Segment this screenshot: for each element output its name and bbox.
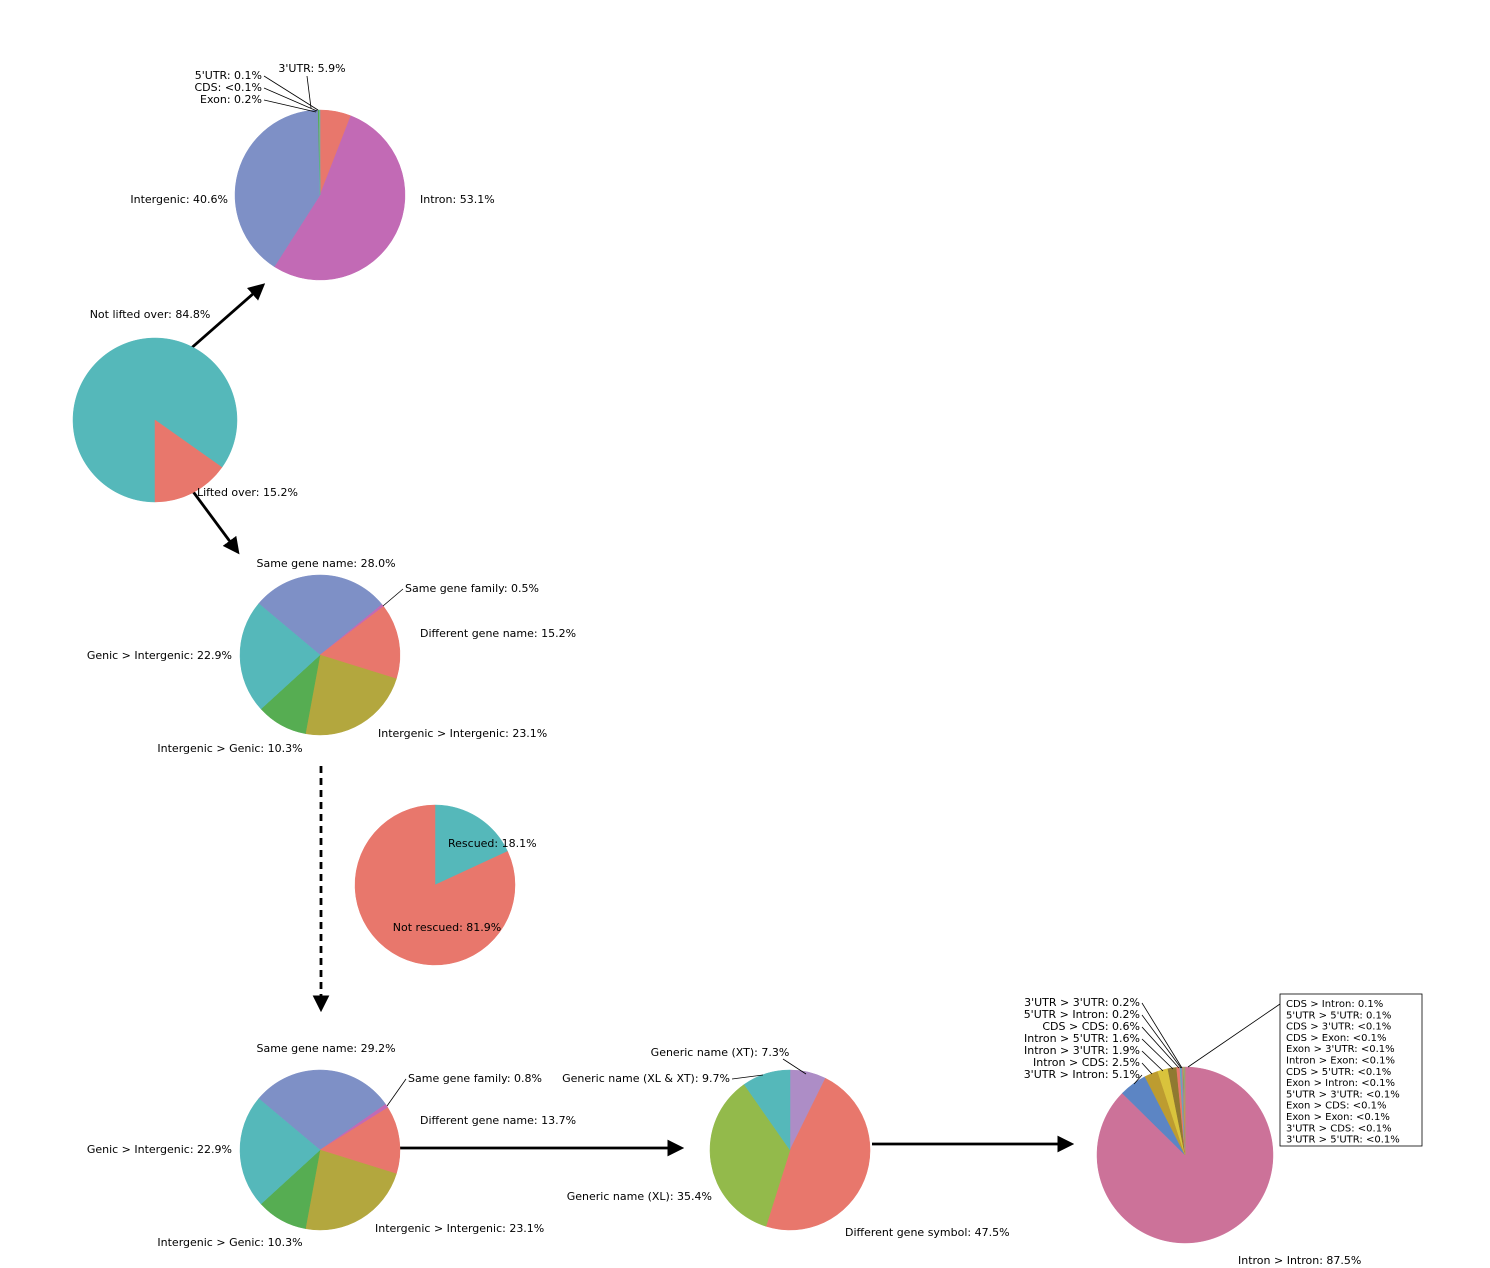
- leader-line: [1141, 1038, 1174, 1070]
- pie-slice: [743, 1069, 791, 1151]
- leader-line: [1141, 1014, 1182, 1069]
- slice-label: Not lifted over: 84.8%: [90, 308, 211, 321]
- slice-label: Intergenic > Genic: 10.3%: [157, 1236, 302, 1249]
- slice-label: Generic name (XT): 7.3%: [651, 1046, 790, 1059]
- slice-label: Intron > 5'UTR: 1.6%: [1024, 1032, 1140, 1045]
- slice-label: Same gene name: 29.2%: [256, 1042, 395, 1055]
- pie-lifted-gene-comparison: Same gene name: 28.0% Same gene family: 0…: [87, 557, 576, 755]
- slice-label: Intergenic: 40.6%: [130, 193, 228, 206]
- slice-label: Generic name (XL): 35.4%: [567, 1190, 712, 1203]
- pie-slice: [434, 804, 508, 886]
- slice-label: 5'UTR: 0.1%: [195, 69, 262, 82]
- legend-item: Exon > Exon: <0.1%: [1286, 1112, 1390, 1123]
- slice-label: Intron: 53.1%: [420, 193, 495, 206]
- pie-slice: [765, 1077, 871, 1231]
- pie-slice: [234, 109, 321, 268]
- leader-line: [1187, 1003, 1281, 1068]
- legend-item: Exon > Intron: <0.1%: [1286, 1078, 1395, 1089]
- legend-item: 5'UTR > 3'UTR: <0.1%: [1286, 1089, 1400, 1100]
- legend-item: 5'UTR > 5'UTR: 0.1%: [1286, 1010, 1391, 1021]
- legend-item: 3'UTR > CDS: <0.1%: [1286, 1123, 1392, 1134]
- pie-slice: [709, 1084, 791, 1227]
- legend-item: Exon > 3'UTR: <0.1%: [1286, 1044, 1395, 1055]
- slice-label: 3'UTR > 3'UTR: 0.2%: [1024, 996, 1140, 1009]
- legend-item: CDS > Intron: 0.1%: [1286, 999, 1383, 1010]
- leader-line: [263, 87, 318, 112]
- pie-slice: [154, 419, 223, 503]
- pie-not-lifted-genomic-location: 3'UTR: 5.9% 5'UTR: 0.1%CDS: <0.1%Exon: 0.…: [130, 62, 495, 281]
- slice-label: Intron > CDS: 2.5%: [1033, 1056, 1140, 1069]
- pie-intron-intron-breakdown: Intron > Intron: 87.5% 3'UTR > 3'UTR: 0.2…: [1024, 993, 1423, 1267]
- pie-slice: [239, 603, 321, 710]
- pie-slice: [1096, 1066, 1274, 1244]
- slice-label: Exon: 0.2%: [200, 93, 262, 106]
- pie-slice: [305, 654, 397, 736]
- slice-label: 5'UTR > Intron: 0.2%: [1024, 1008, 1140, 1021]
- slice-label: Intron > Intron: 87.5%: [1238, 1254, 1361, 1267]
- slice-label: Rescued: 18.1%: [448, 837, 537, 850]
- leader-line: [306, 75, 312, 109]
- slice-label: Different gene name: 15.2%: [420, 627, 576, 640]
- leader-line: [386, 1078, 407, 1107]
- slice-label: 3'UTR > Intron: 5.1%: [1024, 1068, 1140, 1081]
- slice-label: Different gene symbol: 47.5%: [845, 1226, 1010, 1239]
- leader-line: [263, 75, 319, 111]
- slice-label: 3'UTR: 5.9%: [278, 62, 345, 75]
- slice-label: Lifted over: 15.2%: [197, 486, 298, 499]
- pie-slice: [319, 109, 321, 196]
- pie-slice: [258, 1069, 386, 1151]
- slice-label: CDS > CDS: 0.6%: [1042, 1020, 1140, 1033]
- legend-item: CDS > 5'UTR: <0.1%: [1286, 1067, 1391, 1078]
- leader-line: [382, 588, 404, 607]
- slice-label: Intergenic > Intergenic: 23.1%: [378, 727, 547, 740]
- slice-label: Intergenic > Genic: 10.3%: [157, 742, 302, 755]
- pie-slice: [258, 574, 383, 656]
- slice-label: Generic name (XL & XT): 9.7%: [562, 1072, 730, 1085]
- slice-label: Intergenic > Intergenic: 23.1%: [375, 1222, 544, 1235]
- legend-item: CDS > 3'UTR: <0.1%: [1286, 1022, 1391, 1033]
- legend-item: Intron > Exon: <0.1%: [1286, 1056, 1395, 1067]
- flow-arrow-1: [179, 283, 266, 360]
- slice-label: Same gene name: 28.0%: [256, 557, 395, 570]
- legend-item: 3'UTR > 5'UTR: <0.1%: [1286, 1135, 1400, 1146]
- leader-line: [1141, 1026, 1180, 1069]
- slice-label: Genic > Intergenic: 22.9%: [87, 649, 232, 662]
- pie-rescue-status: Rescued: 18.1% Not rescued: 81.9%: [354, 804, 537, 966]
- leader-line: [731, 1074, 764, 1080]
- slice-label: Not rescued: 81.9%: [393, 921, 501, 934]
- leader-line: [1133, 1074, 1143, 1085]
- pie-rescued-gene-comparison: Same gene name: 29.2% Same gene family: 0…: [87, 1042, 576, 1249]
- pie-slice: [239, 1098, 321, 1205]
- legend-item: Exon > CDS: <0.1%: [1286, 1101, 1386, 1112]
- slice-label: Same gene family: 0.8%: [408, 1072, 542, 1085]
- pie-slice: [354, 804, 516, 966]
- slice-label: CDS: <0.1%: [195, 81, 263, 94]
- legend-item: CDS > Exon: <0.1%: [1286, 1033, 1386, 1044]
- slice-label: Intron > 3'UTR: 1.9%: [1024, 1044, 1140, 1057]
- pie-slice: [319, 1107, 401, 1175]
- pie-liftover-status: Not lifted over: 84.8% Lifted over: 15.2%: [72, 308, 298, 503]
- pie-slice: [319, 606, 401, 680]
- leader-line: [1141, 1002, 1183, 1069]
- slice-label: Different gene name: 13.7%: [420, 1114, 576, 1127]
- pie-slice: [305, 1149, 397, 1231]
- leader-line: [1141, 1062, 1153, 1075]
- pie-slice: [273, 115, 406, 281]
- slice-label: Genic > Intergenic: 22.9%: [87, 1143, 232, 1156]
- slice-label: Same gene family: 0.5%: [405, 582, 539, 595]
- legend-box: [1279, 993, 1423, 1147]
- pie-different-name-generic: Generic name (XT): 7.3% Generic name (XL …: [562, 1046, 1009, 1239]
- leader-line: [263, 99, 317, 113]
- leader-line: [782, 1058, 807, 1075]
- leader-line: [1141, 1050, 1164, 1072]
